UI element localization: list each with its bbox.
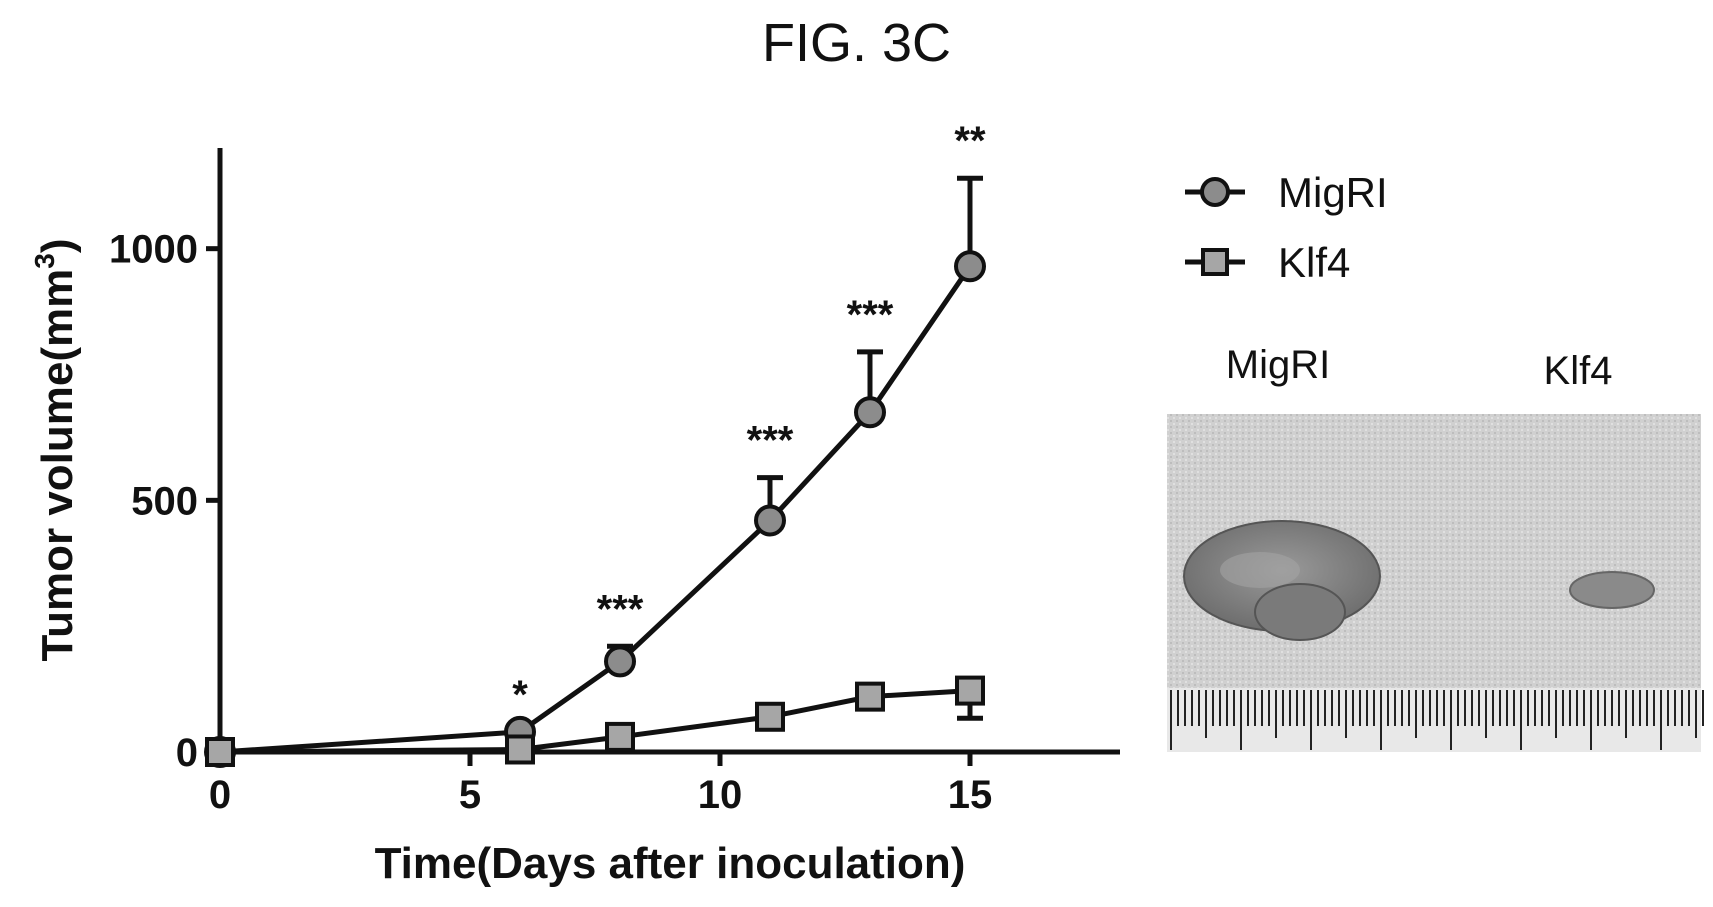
data-point-klf4 <box>605 721 635 752</box>
photo-label-migri: MigRI <box>1226 343 1330 387</box>
photo-label-klf4: Klf4 <box>1544 349 1613 393</box>
data-point-klf4 <box>955 675 985 706</box>
y-axis-title-sup: 3 <box>29 253 60 269</box>
x-tick-label: 10 <box>698 773 743 817</box>
x-tick-label: 5 <box>459 773 481 817</box>
significance-label: *** <box>597 587 644 631</box>
y-tick-label: 0 <box>176 731 198 775</box>
data-point-klf4 <box>505 734 535 765</box>
plot-area: ************ <box>204 119 986 768</box>
y-axis-title-close: ) <box>33 238 82 253</box>
tumor-migri-image <box>1183 520 1381 641</box>
legend-label-migri: MigRI <box>1278 169 1388 216</box>
x-tick-label: 0 <box>209 773 231 817</box>
y-tick-label: 1000 <box>109 228 198 272</box>
data-point-klf4 <box>205 737 235 767</box>
significance-label: *** <box>747 419 794 463</box>
legend-label-klf4: Klf4 <box>1278 239 1350 286</box>
data-point-migri <box>754 504 786 537</box>
significance-label: *** <box>847 293 894 337</box>
data-point-klf4 <box>855 681 885 712</box>
series-line-migri <box>219 264 973 755</box>
data-point-migri <box>604 645 636 678</box>
legend-square-marker <box>1201 248 1229 276</box>
y-tick-label: 500 <box>131 479 198 523</box>
legend-circle-marker <box>1200 177 1230 207</box>
y-axis-title: Tumor volume(mm3) <box>29 238 82 661</box>
series-line-klf4 <box>219 688 971 755</box>
data-point-migri <box>954 250 986 283</box>
significance-label: ** <box>954 119 986 163</box>
y-axis-title-main: Tumor volume(mm <box>33 269 82 662</box>
x-axis-title: Time(Days after inoculation) <box>375 839 966 888</box>
ruler-image <box>1167 688 1704 752</box>
data-point-klf4 <box>755 701 785 732</box>
significance-label: * <box>512 673 528 717</box>
figure-title: FIG. 3C <box>761 13 952 73</box>
legend: MigRI Klf4 <box>1185 169 1388 286</box>
x-tick-label: 15 <box>948 773 993 817</box>
y-ticks: 0 500 1000 <box>109 228 220 775</box>
x-ticks: 0 5 10 15 <box>209 752 992 817</box>
tumor-klf4-image <box>1569 571 1655 609</box>
data-point-migri <box>854 396 886 429</box>
tumor-photo: MigRI Klf4 <box>1167 343 1704 752</box>
